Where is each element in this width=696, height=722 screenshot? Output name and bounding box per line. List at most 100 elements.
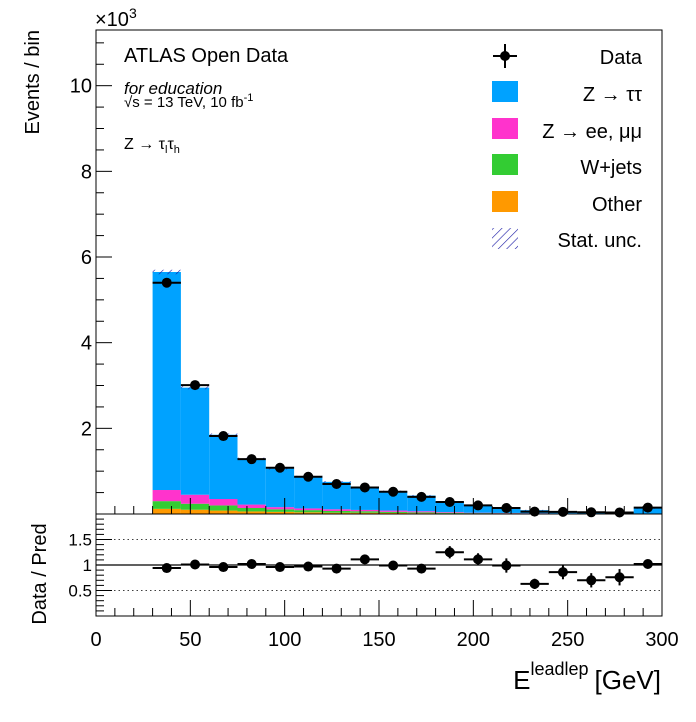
main-plot: 2 4 6 8 10 bbox=[70, 29, 663, 518]
ratio-point-8 bbox=[359, 554, 370, 565]
stack-bar-1-bin-7 bbox=[322, 512, 351, 514]
energy-lumi: √s = 13 TeV, 10 fb-1 bbox=[124, 92, 253, 111]
stack-bar-3-bin-8 bbox=[350, 509, 379, 512]
stack-bar-1-bin-1 bbox=[152, 508, 181, 514]
legend-wjets-swatch bbox=[492, 154, 518, 175]
ratio-point-13 bbox=[501, 560, 512, 571]
stack-bar-3-bin-9 bbox=[379, 510, 408, 512]
stack-bar-1-bin-3 bbox=[209, 510, 238, 514]
data-point-13 bbox=[501, 503, 512, 514]
data-point-15 bbox=[557, 506, 568, 517]
experiment-label: ATLAS Open Data for education √s = 13 Te… bbox=[124, 45, 289, 156]
stack-bar-3-bin-7 bbox=[322, 509, 351, 512]
stack-bar-4-bin-5 bbox=[265, 468, 295, 508]
ratio-point-12 bbox=[473, 554, 484, 565]
stack-bar-1-bin-5 bbox=[265, 511, 295, 514]
main-y-ticks: 2 4 6 8 10 bbox=[70, 42, 112, 515]
ratio-point-18 bbox=[642, 558, 653, 569]
main-y-tick-label-1: 2 bbox=[81, 418, 92, 440]
ratio-y-tick-label-1: 0.5 bbox=[68, 582, 92, 601]
y-multiplier: ×103 bbox=[95, 5, 137, 31]
data-point-5 bbox=[274, 462, 285, 473]
ratio-plot: 0.5 1 1.5 bbox=[68, 513, 663, 617]
stack-bar-2-bin-10 bbox=[407, 512, 436, 514]
main-y-tick-label-2: 4 bbox=[81, 333, 92, 355]
stack-bar-2-bin-4 bbox=[237, 508, 266, 512]
data-point-16 bbox=[586, 507, 597, 518]
ratio-point-6 bbox=[303, 561, 314, 572]
ratio-point-5 bbox=[274, 562, 285, 573]
stack-bar-2-bin-9 bbox=[379, 511, 408, 513]
main-y-tick-label-4: 8 bbox=[81, 161, 92, 183]
ratio-point-15 bbox=[557, 567, 568, 578]
stat-unc-band-1 bbox=[152, 269, 181, 275]
stack-bar-3-bin-3 bbox=[209, 499, 238, 506]
x-tick-label-4: 150 bbox=[362, 629, 395, 651]
data-point-3 bbox=[218, 431, 229, 442]
experiment-name: ATLAS Open Data bbox=[124, 45, 289, 67]
stack-bar-1-bin-9 bbox=[379, 512, 408, 514]
x-tick-label-6: 250 bbox=[551, 629, 584, 651]
stack-bar-2-bin-7 bbox=[322, 511, 351, 513]
stack-bar-3-bin-4 bbox=[237, 504, 266, 509]
ratio-point-11 bbox=[444, 547, 455, 558]
ratio-y-ticks: 0.5 1 1.5 bbox=[68, 513, 112, 617]
stack-bar-1-bin-6 bbox=[294, 512, 323, 514]
legend-stat-swatch bbox=[492, 228, 518, 249]
legend-stat-label: Stat. unc. bbox=[558, 230, 643, 252]
x-axis: 0 50 100 150 200 250 300 bbox=[90, 498, 679, 651]
x-tick-label-1: 0 bbox=[90, 629, 101, 651]
data-point-8 bbox=[359, 482, 370, 493]
y-axis-label-ratio: Data / Pred bbox=[29, 523, 51, 624]
x-axis-label: Eleadlep [GeV] bbox=[513, 659, 661, 695]
legend-other-swatch bbox=[492, 191, 518, 212]
ratio-point-3 bbox=[218, 562, 229, 573]
data-point-1 bbox=[161, 277, 172, 288]
ratio-points bbox=[152, 546, 662, 589]
data-point-2 bbox=[190, 380, 201, 391]
experiment-subtitle: for education bbox=[124, 79, 222, 98]
x-tick-label-5: 200 bbox=[457, 629, 490, 651]
legend-other-label: Other bbox=[592, 194, 642, 216]
stack-bar-3-bin-2 bbox=[180, 494, 210, 504]
stack-bar-4-bin-2 bbox=[180, 387, 210, 495]
legend-zll-swatch bbox=[492, 118, 518, 139]
stack-bar-2-bin-2 bbox=[180, 503, 210, 510]
ratio-point-1 bbox=[161, 563, 172, 574]
stack-bar-1-bin-8 bbox=[350, 512, 379, 514]
stack-bar-4-bin-4 bbox=[237, 458, 266, 505]
ratio-y-tick-label-2: 1 bbox=[83, 556, 92, 575]
stack-bar-3-bin-6 bbox=[294, 508, 323, 511]
stack-bar-4-bin-3 bbox=[209, 434, 238, 500]
ratio-point-4 bbox=[246, 558, 257, 569]
data-point-17 bbox=[614, 507, 625, 518]
ratio-point-2 bbox=[190, 559, 201, 570]
stack-bar-2-bin-11 bbox=[435, 512, 464, 514]
stack-bar-3-bin-11 bbox=[435, 512, 464, 513]
stack-bar-1-bin-2 bbox=[180, 509, 210, 514]
stack-bar-3-bin-5 bbox=[265, 507, 295, 510]
main-y-tick-label-5: 10 bbox=[70, 76, 92, 98]
stack-bar-2-bin-5 bbox=[265, 509, 295, 512]
stack-layer bbox=[152, 272, 662, 514]
ratio-point-9 bbox=[388, 560, 399, 571]
stack-bar-4-bin-9 bbox=[379, 491, 408, 511]
stack-bar-3-bin-10 bbox=[407, 511, 436, 513]
ratio-y-tick-label-3: 1.5 bbox=[68, 531, 92, 550]
stack-bar-2-bin-8 bbox=[350, 511, 379, 513]
stack-bar-4-bin-8 bbox=[350, 488, 379, 510]
ratio-point-10 bbox=[416, 563, 427, 574]
x-tick-label-3: 100 bbox=[268, 629, 301, 651]
legend-ztautau-label: Z → ττ bbox=[583, 84, 642, 106]
y-axis-label-main: Events / bin bbox=[22, 30, 44, 135]
ratio-point-16 bbox=[586, 575, 597, 586]
data-point-14 bbox=[529, 506, 540, 517]
legend: Data Z → ττ Z → ee, μμ W+jets Other Stat… bbox=[492, 44, 643, 252]
stack-bar-1-bin-4 bbox=[237, 511, 266, 514]
stack-bar-4-bin-1 bbox=[152, 272, 181, 491]
legend-wjets-label: W+jets bbox=[580, 157, 642, 179]
legend-data-marker bbox=[493, 44, 517, 68]
data-point-18 bbox=[642, 502, 653, 513]
ratio-point-17 bbox=[614, 572, 625, 583]
